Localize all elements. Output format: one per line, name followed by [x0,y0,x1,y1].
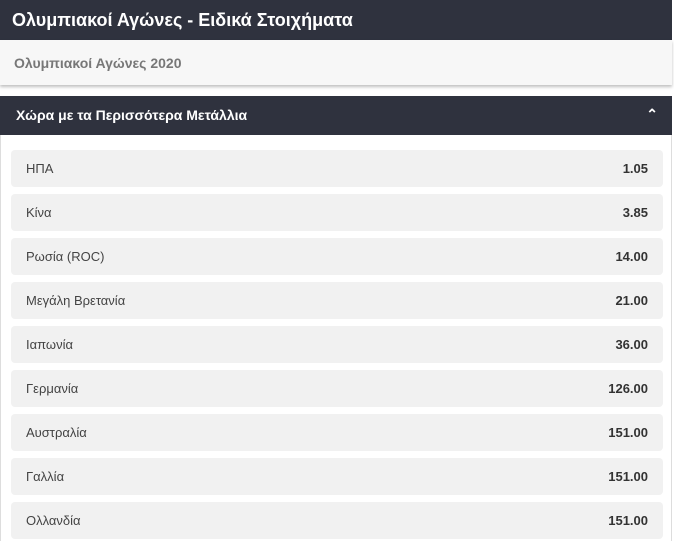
market-panel [0,135,672,541]
market-title: Χώρα με τα Περισσότερα Μετάλλια [16,107,248,123]
selection-odds[interactable]: 21.00 [615,293,648,308]
selection-row[interactable]: Ιαπωνία 36.00 [11,326,663,363]
selection-row[interactable]: Ολλανδία 151.00 [11,502,663,539]
selection-odds[interactable]: 14.00 [615,249,648,264]
selection-name: Μεγάλη Βρετανία [26,293,126,308]
selection-row[interactable]: Κίνα 3.85 [11,194,663,231]
selection-odds[interactable]: 151.00 [608,469,648,484]
selection-odds[interactable]: 36.00 [615,337,648,352]
selection-odds[interactable]: 151.00 [608,425,648,440]
selection-odds[interactable]: 126.00 [608,381,648,396]
selection-name: Ολλανδία [26,513,81,528]
selection-name: Ιαπωνία [26,337,73,352]
selection-row[interactable]: Γερμανία 126.00 [11,370,663,407]
selection-odds[interactable]: 3.85 [622,205,648,220]
selection-row[interactable]: Μεγάλη Βρετανία 21.00 [11,282,663,319]
selection-name: Γαλλία [26,469,65,484]
selection-row[interactable]: Ρωσία (ROC) 14.00 [11,238,663,275]
selection-odds[interactable]: 151.00 [608,513,648,528]
event-subtitle: Ολυμπιακοί Αγώνες 2020 [0,40,672,85]
selection-name: Αυστραλία [26,425,87,440]
selection-row[interactable]: Γαλλία 151.00 [11,458,663,495]
selection-name: ΗΠΑ [26,161,54,176]
selection-row[interactable]: ΗΠΑ 1.05 [11,150,663,187]
selection-name: Γερμανία [26,381,79,396]
selection-name: Κίνα [26,205,52,220]
page-title: Ολυμπιακοί Αγώνες - Ειδικά Στοιχήματα [0,0,672,40]
selection-odds[interactable]: 1.05 [622,161,648,176]
selection-name: Ρωσία (ROC) [26,249,105,264]
chevron-up-icon[interactable]: ⌃ [646,106,658,122]
selection-row[interactable]: Αυστραλία 151.00 [11,414,663,451]
market-header[interactable]: Χώρα με τα Περισσότερα Μετάλλια ⌃ [0,96,672,135]
